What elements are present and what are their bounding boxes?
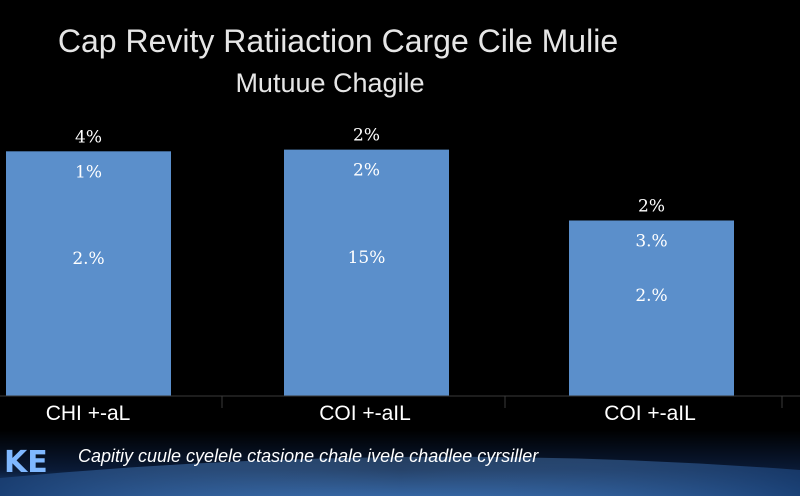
bar-top-label: 4% bbox=[75, 127, 102, 147]
category-label: CHI +-aL bbox=[46, 402, 131, 425]
bar-inner-label: 1% bbox=[75, 162, 102, 182]
bar-inner-label: 2.% bbox=[635, 286, 667, 306]
bar-inner-label: 2.% bbox=[72, 249, 104, 269]
category-label: COI +-aIL bbox=[319, 402, 411, 425]
bar-inner-label: 15% bbox=[348, 248, 386, 268]
category-label: COI +-aIL bbox=[604, 402, 696, 425]
bar bbox=[569, 220, 734, 396]
floor-sweep bbox=[0, 456, 800, 496]
bar bbox=[6, 151, 171, 396]
bar-inner-label: 2% bbox=[353, 161, 380, 181]
bars-layer: 4% 1% 2.% 2% 2% 15% 2% 3.% 2.% bbox=[6, 126, 734, 396]
bar bbox=[284, 149, 449, 396]
bar-top-label: 2% bbox=[638, 197, 665, 217]
bar-inner-label: 3.% bbox=[635, 232, 667, 252]
category-labels: CHI +-aL COI +-aIL COI +-aIL bbox=[46, 402, 696, 425]
caption-text: Capitiy cuule cyelele ctasione chale ive… bbox=[78, 446, 539, 466]
chart-subtitle: Mutuue Chagile bbox=[235, 68, 424, 98]
bar-top-label: 2% bbox=[353, 126, 380, 146]
logo-mark: KE bbox=[4, 445, 48, 480]
chart-title: Cap Revity Ratiiaction Carge Cile Mulie bbox=[58, 23, 618, 59]
